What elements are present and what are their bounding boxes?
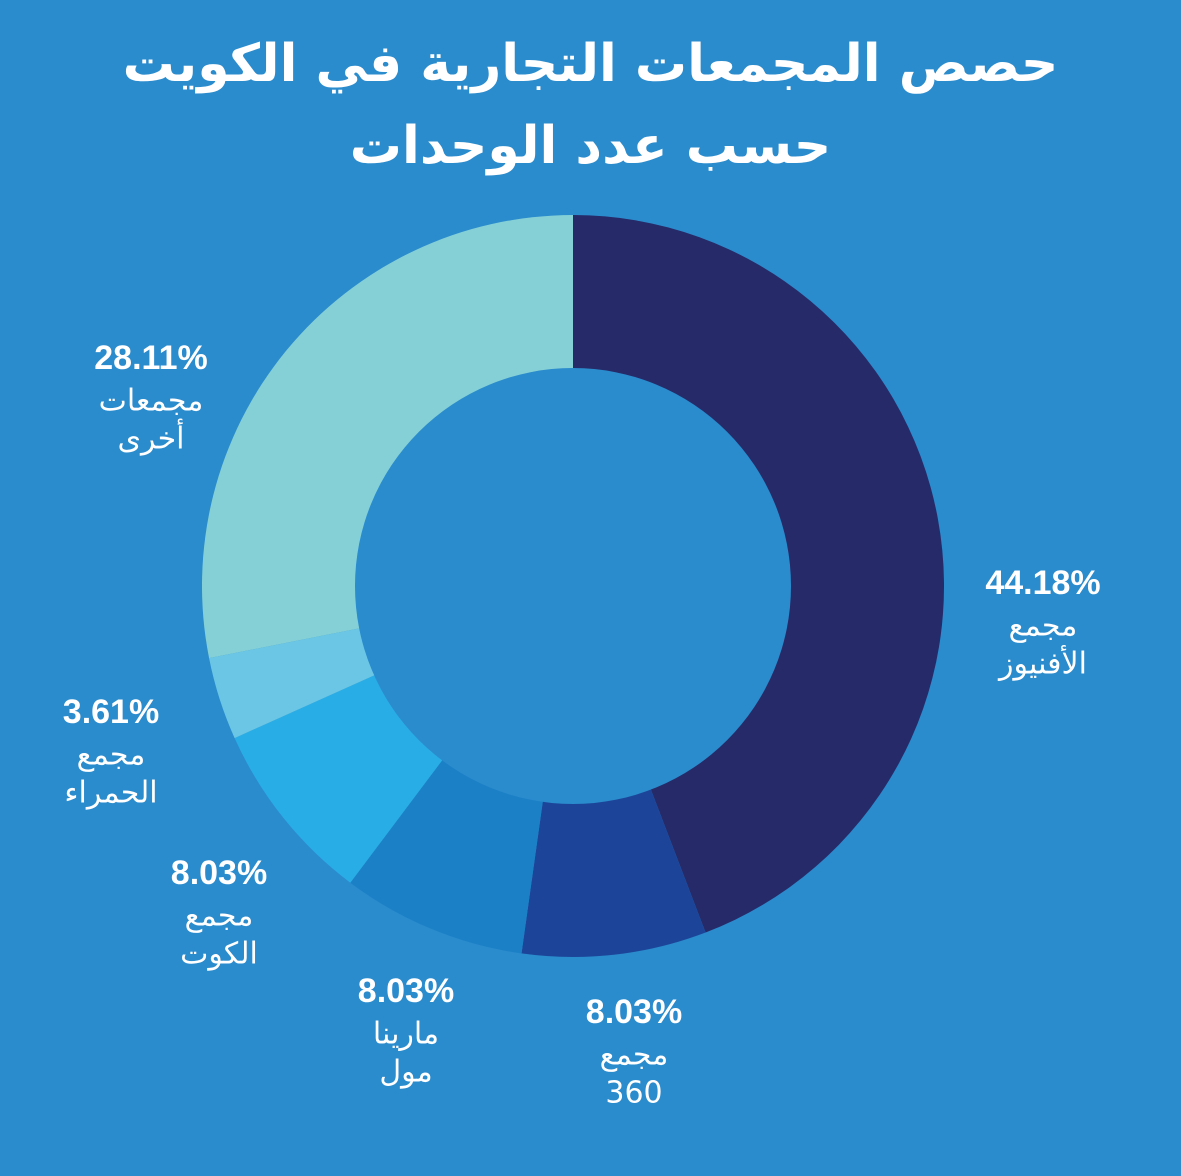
slice-labels: 44.18%مجمعالأفنيوز8.03%مجمع3608.03%مارين…: [63, 339, 1101, 1111]
name-label-kout-2: الكوت: [180, 937, 258, 972]
name-label-mall360-2: 360: [605, 1076, 662, 1111]
pct-label-mall360: 8.03%: [586, 993, 682, 1031]
chart-title-line-1: حصص المجمعات التجارية في الكويت: [122, 34, 1059, 94]
name-label-hamra-1: مجمع: [77, 738, 146, 773]
name-label-avenues-2: الأفنيوز: [997, 644, 1087, 682]
pct-label-kout: 8.03%: [171, 854, 267, 892]
pct-label-others: 28.11%: [94, 339, 207, 377]
name-label-others-2: أخرى: [118, 418, 185, 457]
name-label-hamra-2: الحمراء: [64, 776, 157, 811]
name-label-avenues-1: مجمع: [1009, 609, 1078, 644]
name-label-mall360-1: مجمع: [600, 1038, 669, 1073]
name-label-others-1: مجمعات: [99, 384, 204, 419]
name-label-marina-1: مارينا: [373, 1017, 439, 1052]
donut-hole: [355, 368, 791, 804]
pct-label-marina: 8.03%: [358, 972, 454, 1010]
pct-label-avenues: 44.18%: [985, 564, 1100, 602]
pct-label-hamra: 3.61%: [63, 693, 159, 731]
name-label-kout-1: مجمع: [185, 899, 254, 934]
name-label-marina-2: مول: [379, 1055, 432, 1090]
chart-title-line-2: حسب عدد الوحدات: [349, 116, 832, 176]
